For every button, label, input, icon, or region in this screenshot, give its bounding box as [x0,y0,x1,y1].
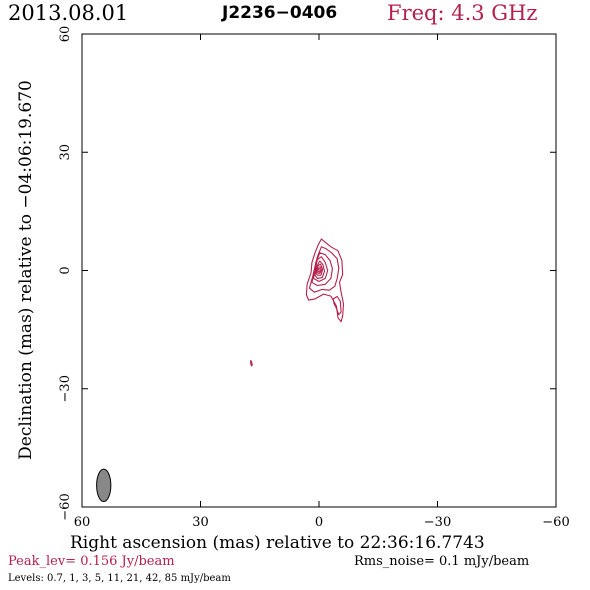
y-tick-label: 60 [58,26,73,43]
y-tick-label: −60 [58,493,73,520]
axis-ticks: 60 30 0 −30 −60 −60 −30 0 30 60 [58,26,570,530]
frequency-label: Freq: 4.3 GHz [387,1,538,25]
beam-ellipse [96,468,112,503]
x-tick-label: −30 [424,515,451,530]
contour-line [312,256,329,283]
y-tick-label: 0 [58,266,73,274]
x-tick-label: 0 [315,515,323,530]
peak-level: Peak_lev= 0.156 Jy/beam [8,554,175,569]
beam-shape [96,468,112,503]
contour-line [311,252,333,287]
source-name: J2236−0406 [222,3,338,23]
x-tick-label: 30 [192,515,209,530]
x-tick-label: 60 [74,515,91,530]
observation-date: 2013.08.01 [8,1,129,25]
rms-noise: Rms_noise= 0.1 mJy/beam [354,554,530,569]
contour-lines [250,238,345,367]
contour-line [305,238,345,323]
x-tick-label: −60 [542,515,569,530]
contour-line [315,263,324,276]
contour-line [317,267,321,273]
plot-frame [81,33,557,508]
y-axis-label: Declination (mas) relative to −04:06:19.… [16,80,36,460]
y-tick-label: −30 [58,375,73,402]
contour-line [316,266,322,274]
y-tick-label: 30 [58,144,73,161]
contour-levels: Levels: 0.7, 1, 3, 5, 11, 21, 42, 85 mJy… [8,573,231,584]
x-axis-label: Right ascension (mas) relative to 22:36:… [70,533,485,553]
contour-line [332,295,342,316]
contour-line [250,359,253,367]
